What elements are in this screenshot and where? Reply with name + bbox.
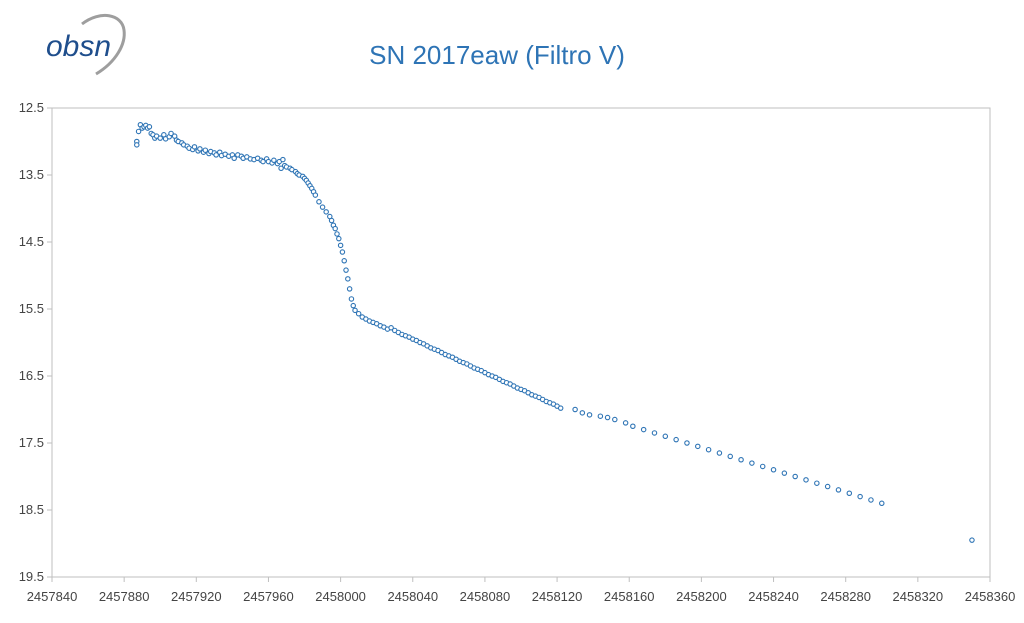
y-axis: 12.5 13.5 14.5 15.5 16.5 17.5 18.5 19.5 bbox=[19, 100, 52, 584]
x-tick-label: 2457920 bbox=[171, 589, 222, 604]
data-point bbox=[640, 426, 647, 433]
data-point bbox=[749, 460, 755, 466]
data-point bbox=[557, 405, 564, 411]
data-point bbox=[586, 412, 593, 418]
data-point bbox=[202, 147, 209, 153]
plot-area bbox=[51, 107, 991, 578]
y-tick-label: 12.5 bbox=[19, 100, 44, 115]
data-point bbox=[759, 463, 766, 470]
obsn-logo: obsn bbox=[46, 14, 126, 76]
x-axis: 2457840 2457880 2457920 2457960 2458000 24580… bbox=[27, 577, 1016, 604]
data-point bbox=[695, 443, 701, 450]
data-point bbox=[213, 152, 219, 158]
x-tick-label: 2458080 bbox=[460, 589, 511, 604]
data-point bbox=[319, 204, 326, 210]
x-tick-label: 2457880 bbox=[99, 589, 150, 604]
data-point bbox=[662, 433, 669, 440]
data-point bbox=[824, 483, 831, 490]
data-point bbox=[332, 225, 338, 232]
data-point bbox=[604, 414, 611, 421]
data-point bbox=[792, 473, 798, 480]
x-tick-label: 2458040 bbox=[387, 589, 438, 604]
data-point bbox=[157, 135, 163, 141]
data-point bbox=[857, 493, 863, 500]
y-tick-label: 16.5 bbox=[19, 368, 44, 383]
data-point bbox=[316, 199, 322, 205]
data-point bbox=[280, 156, 286, 163]
data-points bbox=[134, 122, 975, 543]
data-point bbox=[345, 276, 351, 282]
data-point bbox=[835, 487, 842, 493]
data-point bbox=[350, 302, 356, 309]
data-point bbox=[312, 192, 319, 198]
data-point bbox=[352, 307, 358, 314]
data-point bbox=[969, 537, 975, 543]
x-tick-label: 2457840 bbox=[27, 589, 78, 604]
data-point bbox=[328, 217, 335, 224]
data-point bbox=[738, 456, 744, 463]
x-tick-label: 2458160 bbox=[604, 589, 655, 604]
data-point bbox=[341, 258, 347, 264]
data-point bbox=[705, 446, 712, 453]
data-point bbox=[597, 413, 604, 419]
y-tick-label: 15.5 bbox=[19, 301, 44, 316]
chart-title: SN 2017eaw (Filtro V) bbox=[369, 40, 625, 70]
data-point bbox=[781, 470, 788, 476]
data-point bbox=[879, 500, 885, 507]
data-point bbox=[630, 423, 636, 429]
data-point bbox=[191, 144, 198, 150]
data-point bbox=[334, 231, 340, 237]
data-point bbox=[572, 406, 578, 413]
data-point bbox=[260, 158, 266, 165]
x-tick-label: 2458000 bbox=[315, 589, 366, 604]
data-point bbox=[868, 497, 874, 503]
data-point bbox=[146, 124, 153, 130]
data-point bbox=[716, 450, 723, 456]
x-tick-label: 2457960 bbox=[243, 589, 294, 604]
x-tick-label: 2458240 bbox=[748, 589, 799, 604]
data-point bbox=[343, 267, 349, 273]
y-tick-label: 14.5 bbox=[19, 234, 44, 249]
data-point bbox=[278, 165, 284, 172]
data-point bbox=[684, 440, 690, 446]
x-tick-label: 2458120 bbox=[532, 589, 583, 604]
x-tick-label: 2458360 bbox=[965, 589, 1016, 604]
data-point bbox=[803, 477, 809, 483]
y-tick-label: 13.5 bbox=[19, 167, 44, 182]
data-point bbox=[337, 242, 344, 249]
x-tick-label: 2458320 bbox=[893, 589, 944, 604]
data-point bbox=[770, 467, 777, 473]
data-point bbox=[197, 146, 203, 152]
data-point bbox=[271, 157, 277, 164]
y-tick-label: 19.5 bbox=[19, 569, 44, 584]
logo-text: obsn bbox=[46, 30, 111, 63]
y-tick-label: 17.5 bbox=[19, 435, 44, 450]
data-point bbox=[355, 310, 362, 317]
data-point bbox=[846, 490, 853, 496]
data-point bbox=[346, 286, 353, 292]
data-point bbox=[651, 430, 658, 436]
data-point bbox=[673, 436, 679, 443]
data-point bbox=[168, 130, 174, 137]
data-point bbox=[339, 249, 346, 255]
data-point bbox=[231, 155, 237, 162]
y-tick-label: 18.5 bbox=[19, 502, 44, 517]
data-point bbox=[323, 209, 329, 215]
data-point bbox=[135, 128, 142, 135]
data-point bbox=[388, 325, 394, 331]
data-point bbox=[336, 235, 342, 242]
data-point bbox=[814, 480, 820, 486]
data-point bbox=[612, 416, 618, 423]
data-point bbox=[727, 453, 733, 460]
data-point bbox=[622, 420, 629, 426]
x-tick-label: 2458200 bbox=[676, 589, 727, 604]
x-tick-label: 2458280 bbox=[820, 589, 871, 604]
logo-swoosh-icon bbox=[81, 14, 126, 76]
data-point bbox=[134, 142, 140, 148]
data-point bbox=[579, 410, 586, 416]
data-point bbox=[348, 296, 355, 302]
